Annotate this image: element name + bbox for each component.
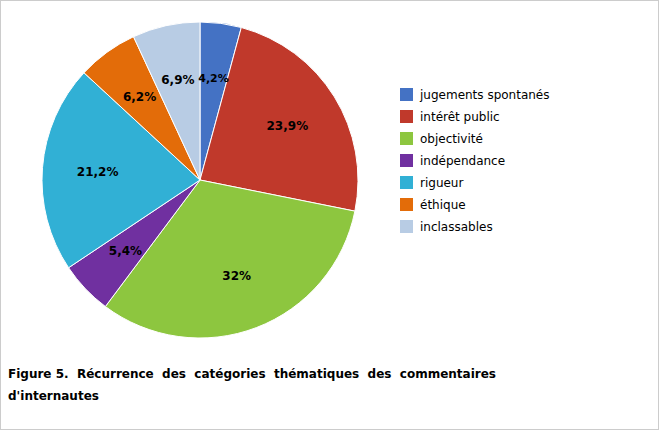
title: Figure 5. Récurrence des catégories thém… [8,367,496,403]
slice [200,27,358,211]
legend-label: éthique [420,198,466,212]
legend-item: intérêt public [400,110,500,124]
legend-label: rigueur [420,176,463,190]
legend-swatch [400,198,413,211]
data-label: 6,2% [123,90,156,104]
data-label: 4,2% [198,72,229,85]
legend-item: rigueur [400,176,463,190]
legend-swatch [400,88,413,101]
legend-swatch [400,154,413,167]
pie [42,22,358,338]
legend-label: inclassables [420,220,493,234]
legend: jugements spontanés intérêt public objecti… [400,88,550,234]
legend-swatch [400,110,413,123]
data-label: 5,4% [109,244,142,258]
legend-item: objectivité [400,132,483,146]
title-line: Figure 5. Récurrence des catégories thém… [8,367,496,381]
legend-label: intérêt public [420,110,500,124]
data-label: 32% [222,269,251,283]
title-line: d'internautes [8,389,99,403]
frame [1,1,659,430]
legend-swatch [400,132,413,145]
legend-swatch [400,176,413,189]
legend-swatch [400,220,413,233]
legend-item: inclassables [400,220,493,234]
data-labels: 4,2% 23,9% 32% 5,4% 21,2% 6,2% 6,9% [77,72,308,283]
legend-label: indépendance [420,154,505,168]
legend-item: éthique [400,198,466,212]
legend-item: jugements spontanés [400,88,550,102]
legend-label: jugements spontanés [419,88,550,102]
data-label: 6,9% [161,73,194,87]
legend-item: indépendance [400,154,505,168]
data-label: 23,9% [267,119,309,133]
data-label: 21,2% [77,165,119,179]
legend-label: objectivité [420,132,483,146]
chart: 4,2% 23,9% 32% 5,4% 21,2% 6,2% 6,9% jugements s… [0,0,659,430]
